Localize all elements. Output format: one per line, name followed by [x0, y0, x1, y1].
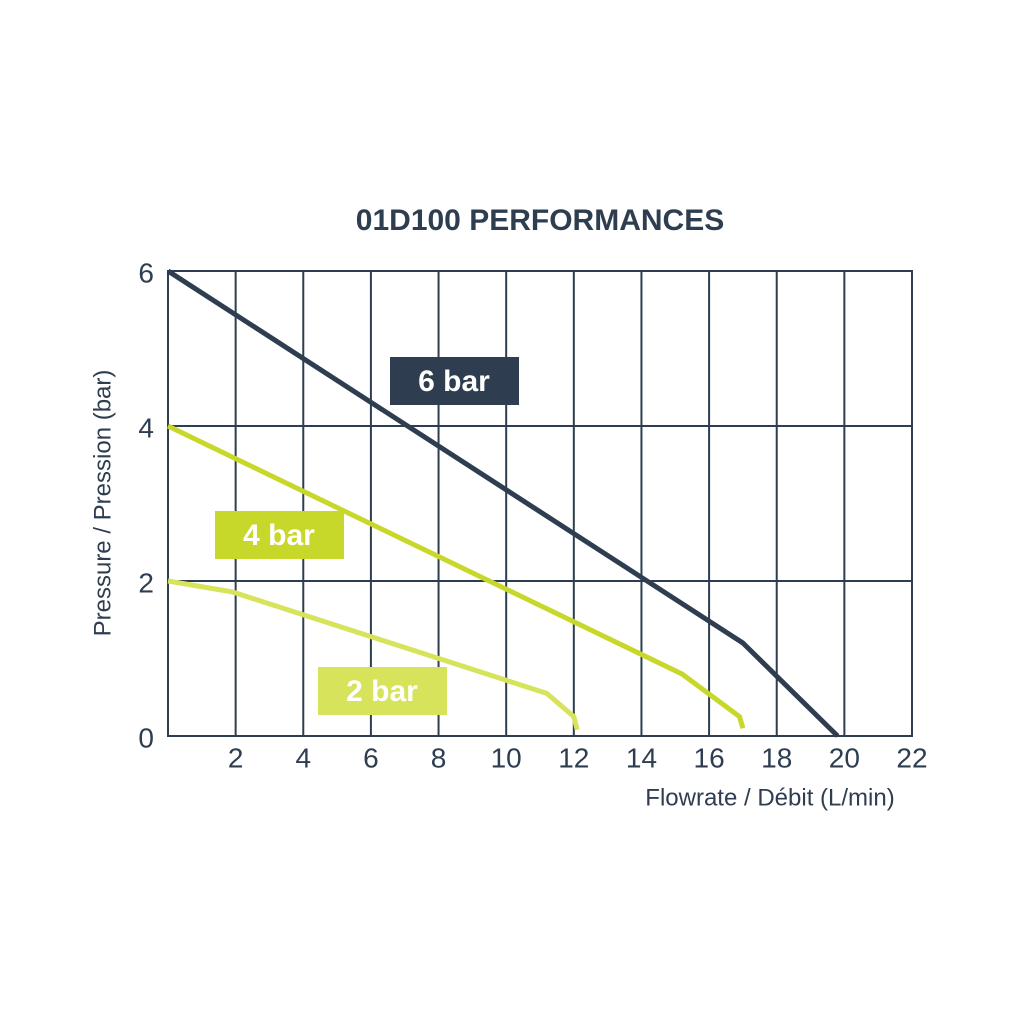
x-tick-label: 6	[363, 742, 379, 773]
x-tick-label: 14	[626, 742, 657, 773]
series-label: 6 bar	[418, 365, 490, 398]
y-tick-label: 2	[138, 567, 154, 598]
series-label-box	[318, 667, 447, 715]
chart-title: 01D100 PERFORMANCES	[356, 204, 724, 237]
series-line	[166, 423, 746, 729]
x-tick-label: 12	[558, 742, 589, 773]
series-line	[166, 268, 840, 738]
y-axis-title: Pressure / Pression (bar)	[89, 370, 116, 637]
x-tick-label: 18	[761, 742, 792, 773]
x-tick-label: 22	[896, 742, 927, 773]
series-label-box	[390, 357, 519, 405]
y-tick-label: 0	[138, 722, 154, 753]
y-tick-label: 4	[138, 412, 154, 443]
x-tick-label: 2	[228, 742, 244, 773]
x-tick-label: 10	[491, 742, 522, 773]
y-tick-label: 6	[138, 257, 154, 288]
x-tick-label: 8	[431, 742, 447, 773]
series-line	[167, 578, 580, 731]
series-label: 2 bar	[346, 675, 418, 708]
x-tick-label: 20	[829, 742, 860, 773]
series-label: 4 bar	[243, 519, 315, 552]
x-tick-label: 4	[295, 742, 311, 773]
x-tick-label: 16	[694, 742, 725, 773]
series-label-box	[215, 511, 344, 559]
x-axis-title: Flowrate / Débit (L/min)	[645, 784, 894, 811]
